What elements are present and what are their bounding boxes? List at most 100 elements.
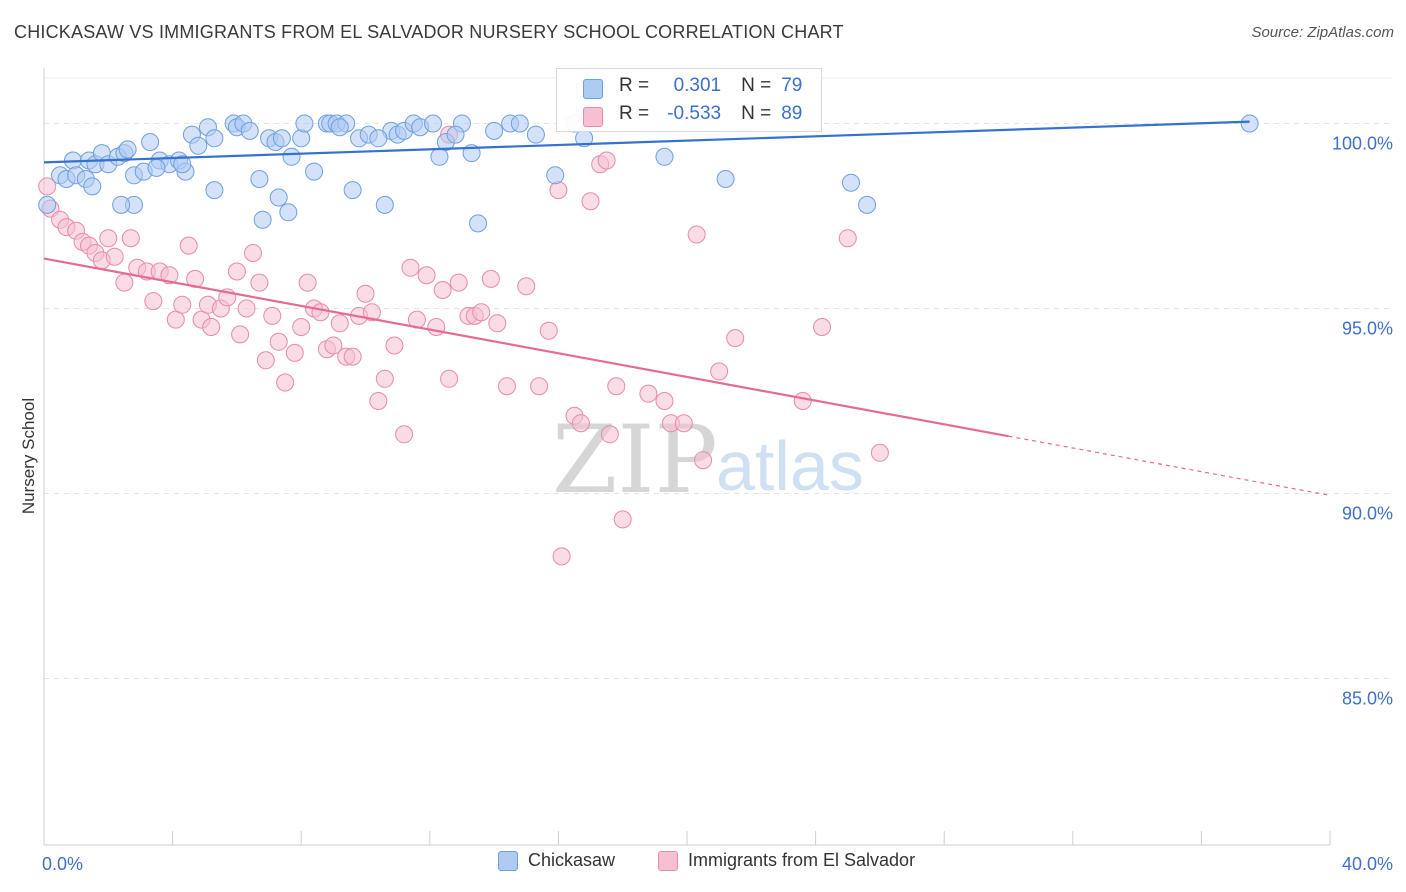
chickasaw-point bbox=[305, 162, 324, 181]
salvador-point bbox=[497, 377, 516, 396]
y-tick-label: 85.0% bbox=[1342, 689, 1393, 709]
y-tick-label: 100.0% bbox=[1332, 134, 1393, 154]
chickasaw-point bbox=[292, 129, 311, 148]
salvador-point bbox=[330, 314, 349, 333]
salvador-point bbox=[395, 425, 414, 444]
salvador-point bbox=[552, 547, 571, 566]
chickasaw-point bbox=[330, 118, 349, 137]
legend-swatch-blue bbox=[498, 850, 518, 871]
salvador-point bbox=[202, 318, 221, 336]
stats-row-salvador: R = -0.533 N = 89 bbox=[583, 101, 802, 127]
salvador-point bbox=[298, 273, 317, 292]
salvador-point bbox=[38, 177, 57, 196]
chickasaw-point bbox=[841, 173, 860, 192]
salvador-point bbox=[121, 229, 140, 248]
salvador-point bbox=[613, 510, 632, 529]
chickasaw-point bbox=[279, 203, 298, 222]
salvador-point bbox=[417, 266, 436, 285]
legend-bottom: Chickasaw Immigrants from El Salvador bbox=[0, 850, 1406, 880]
watermark-atlas: atlas bbox=[716, 427, 864, 505]
salvador-point bbox=[571, 414, 590, 433]
salvador-point bbox=[870, 443, 889, 462]
chickasaw-point bbox=[1240, 114, 1259, 133]
salvador-point bbox=[144, 292, 163, 311]
stats-legend: R = 0.301 N = 79 R = -0.533 N = 89 bbox=[556, 68, 822, 132]
stats-r-label: R = bbox=[619, 103, 650, 124]
salvador-point bbox=[472, 303, 491, 322]
chickasaw-point bbox=[369, 129, 388, 148]
chickasaw-point bbox=[655, 147, 674, 166]
salvador-point bbox=[838, 229, 857, 248]
salvador-point bbox=[285, 343, 304, 362]
stats-swatch-pink bbox=[583, 107, 603, 127]
salvador-point bbox=[539, 321, 558, 340]
salvador-point bbox=[597, 151, 616, 170]
salvador-point bbox=[687, 225, 706, 244]
salvador-point bbox=[433, 281, 452, 299]
stats-r-label: R = bbox=[619, 75, 650, 96]
salvador-point bbox=[385, 336, 404, 355]
salvador-point bbox=[227, 262, 246, 281]
y-axis-label: Nursery School bbox=[19, 398, 38, 514]
salvador-point bbox=[517, 277, 536, 296]
salvador-point bbox=[369, 392, 388, 410]
salvador-point bbox=[243, 244, 262, 262]
chickasaw-point bbox=[446, 125, 465, 144]
tick-labels: 85.0% 90.0% 95.0% 100.0% 0.0% 40.0% bbox=[42, 134, 1393, 875]
chickasaw-point bbox=[485, 121, 504, 140]
salvador-point bbox=[375, 369, 394, 388]
salvador-point bbox=[549, 181, 568, 200]
salvador-point bbox=[530, 377, 549, 396]
chickasaw-point bbox=[858, 195, 877, 214]
chickasaw-point bbox=[716, 170, 735, 188]
chickasaw-point bbox=[38, 195, 57, 214]
stats-row-chickasaw: R = 0.301 N = 79 bbox=[583, 73, 802, 99]
salvador-point bbox=[710, 362, 729, 381]
salvador-point bbox=[311, 303, 330, 322]
salvador-point bbox=[99, 229, 118, 248]
salvador-point bbox=[173, 295, 192, 314]
salvador-point bbox=[639, 384, 658, 403]
salvador-point bbox=[115, 273, 134, 292]
salvador-point bbox=[166, 310, 185, 329]
legend-swatch-pink bbox=[658, 850, 678, 871]
salvador-point bbox=[292, 318, 311, 336]
x-tick-label-max: 40.0% bbox=[1342, 854, 1393, 874]
page-title: CHICKASAW VS IMMIGRANTS FROM EL SALVADOR… bbox=[14, 22, 844, 42]
stats-r-value: -0.533 bbox=[667, 103, 722, 124]
salvador-point bbox=[600, 425, 619, 444]
salvador-point bbox=[105, 247, 124, 266]
trend-lines bbox=[43, 120, 1331, 496]
stats-n-label: N = bbox=[741, 75, 772, 96]
trend-line-salvador bbox=[43, 257, 1009, 438]
legend-label: Chickasaw bbox=[528, 850, 616, 870]
salvador-point bbox=[449, 273, 468, 292]
salvador-point bbox=[250, 273, 269, 292]
salvador-point bbox=[581, 192, 600, 211]
salvador-point bbox=[276, 373, 295, 392]
legend-label: Immigrants from El Salvador bbox=[688, 850, 916, 870]
salvador-point bbox=[607, 377, 626, 396]
chickasaw-point bbox=[205, 181, 224, 200]
trend-line-salvador-extension bbox=[1008, 435, 1331, 496]
data-points bbox=[38, 114, 1259, 566]
salvador-point bbox=[263, 306, 282, 325]
stats-n-label: N = bbox=[741, 103, 772, 124]
salvador-point bbox=[256, 351, 275, 370]
chickasaw-point bbox=[546, 166, 565, 185]
chickasaw-point bbox=[510, 114, 529, 133]
salvador-point bbox=[401, 258, 420, 277]
source-label: Source: ZipAtlas.com bbox=[1251, 24, 1394, 41]
chickasaw-point bbox=[112, 195, 131, 214]
chickasaw-point bbox=[141, 133, 160, 151]
salvador-point bbox=[269, 332, 288, 351]
y-tick-label: 95.0% bbox=[1342, 319, 1393, 339]
salvador-point bbox=[237, 299, 256, 318]
salvador-point bbox=[793, 392, 812, 410]
salvador-point bbox=[324, 336, 343, 355]
chickasaw-point bbox=[272, 129, 291, 148]
stats-r-value: 0.301 bbox=[673, 75, 722, 96]
chickasaw-point bbox=[295, 114, 314, 133]
stats-swatch-blue bbox=[583, 79, 603, 99]
